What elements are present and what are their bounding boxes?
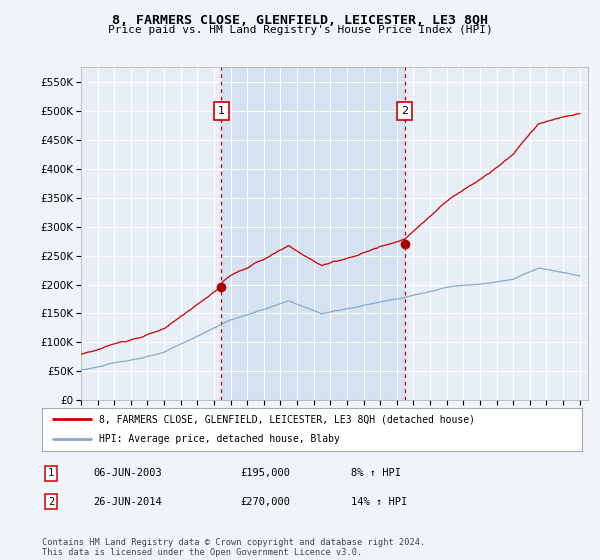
Text: 06-JUN-2003: 06-JUN-2003	[93, 468, 162, 478]
Text: HPI: Average price, detached house, Blaby: HPI: Average price, detached house, Blab…	[98, 434, 340, 444]
Text: 1: 1	[218, 106, 225, 116]
Text: Price paid vs. HM Land Registry's House Price Index (HPI): Price paid vs. HM Land Registry's House …	[107, 25, 493, 35]
Text: £195,000: £195,000	[240, 468, 290, 478]
Text: 8% ↑ HPI: 8% ↑ HPI	[351, 468, 401, 478]
Text: 14% ↑ HPI: 14% ↑ HPI	[351, 497, 407, 507]
Text: 8, FARMERS CLOSE, GLENFIELD, LEICESTER, LE3 8QH (detached house): 8, FARMERS CLOSE, GLENFIELD, LEICESTER, …	[98, 414, 475, 424]
Text: 26-JUN-2014: 26-JUN-2014	[93, 497, 162, 507]
Text: Contains HM Land Registry data © Crown copyright and database right 2024.
This d: Contains HM Land Registry data © Crown c…	[42, 538, 425, 557]
Text: 8, FARMERS CLOSE, GLENFIELD, LEICESTER, LE3 8QH: 8, FARMERS CLOSE, GLENFIELD, LEICESTER, …	[112, 14, 488, 27]
Text: 2: 2	[48, 497, 54, 507]
Text: 2: 2	[401, 106, 409, 116]
Text: 1: 1	[48, 468, 54, 478]
Text: £270,000: £270,000	[240, 497, 290, 507]
